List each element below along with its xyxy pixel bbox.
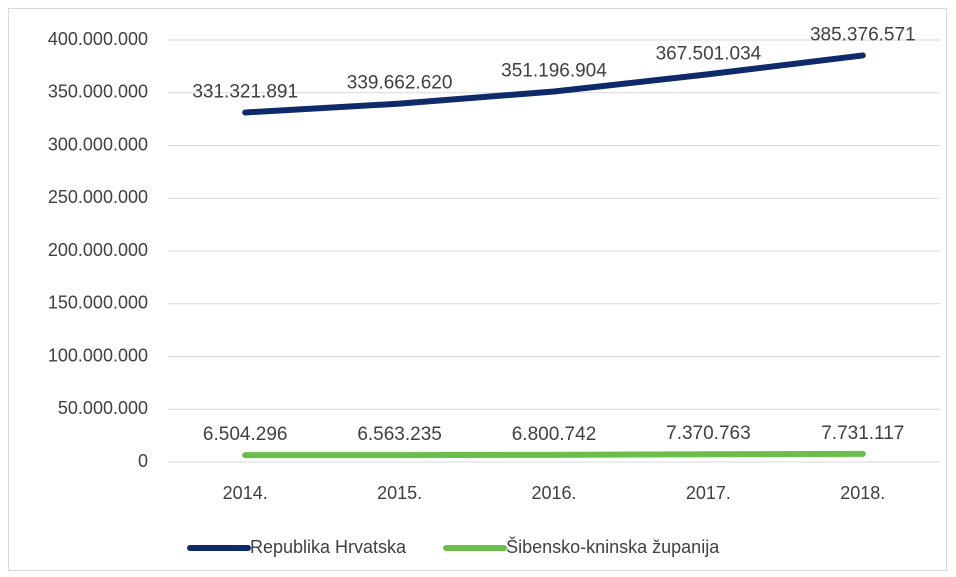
data-label: 331.321.891 xyxy=(192,81,298,102)
y-tick-label: 150.000.000 xyxy=(48,293,148,313)
chart-border xyxy=(8,8,947,571)
data-label: 339.662.620 xyxy=(347,73,453,94)
data-label: 7.731.117 xyxy=(821,423,904,444)
series-line xyxy=(242,450,866,459)
x-tick-label: 2017. xyxy=(686,483,731,503)
data-label: 6.563.235 xyxy=(357,424,442,445)
series-line xyxy=(242,52,866,116)
x-tick-label: 2015. xyxy=(377,483,422,503)
data-label: 351.196.904 xyxy=(501,61,607,82)
legend-label: Republika Hrvatska xyxy=(250,537,407,557)
data-label: 7.370.763 xyxy=(666,423,751,444)
legend-label: Šibensko-kninska županija xyxy=(506,536,720,557)
y-tick-label: 0 xyxy=(138,451,148,471)
x-tick-label: 2018. xyxy=(840,483,885,503)
x-tick-label: 2016. xyxy=(531,483,576,503)
data-label: 6.800.742 xyxy=(512,424,597,445)
data-label: 6.504.296 xyxy=(203,424,288,445)
y-tick-label: 350.000.000 xyxy=(48,82,148,102)
y-tick-label: 100.000.000 xyxy=(48,345,148,365)
data-label: 367.501.034 xyxy=(656,43,762,64)
y-tick-label: 300.000.000 xyxy=(48,134,148,154)
y-tick-label: 250.000.000 xyxy=(48,187,148,207)
y-tick-label: 200.000.000 xyxy=(48,240,148,260)
y-tick-label: 400.000.000 xyxy=(48,29,148,49)
x-tick-label: 2014. xyxy=(223,483,268,503)
data-label: 385.376.571 xyxy=(810,24,916,45)
y-tick-label: 50.000.000 xyxy=(58,398,148,418)
